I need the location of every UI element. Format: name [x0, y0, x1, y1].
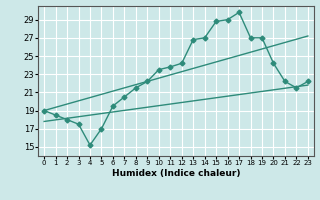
X-axis label: Humidex (Indice chaleur): Humidex (Indice chaleur) — [112, 169, 240, 178]
